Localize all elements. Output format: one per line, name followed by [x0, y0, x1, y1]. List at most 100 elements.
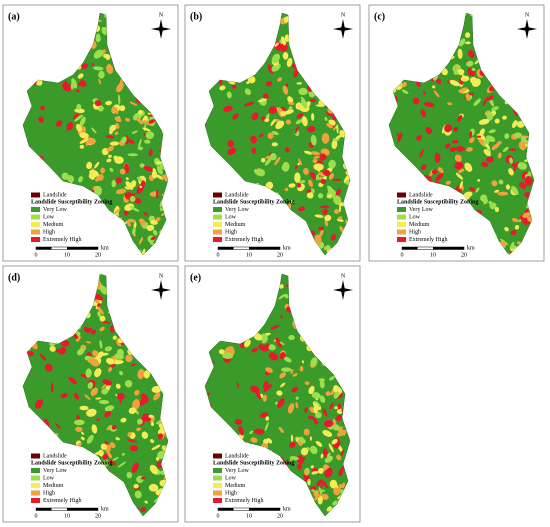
- zone-patch: [138, 138, 142, 148]
- zone-patch: [476, 135, 482, 138]
- zone-patch: [124, 380, 133, 388]
- zone-patch: [136, 116, 143, 125]
- zone-patch: [504, 226, 509, 232]
- zone-patch: [279, 372, 286, 379]
- legend-swatch: [213, 214, 222, 220]
- zone-patch: [465, 41, 471, 45]
- zone-patch: [95, 397, 102, 400]
- zone-patch: [311, 392, 321, 399]
- zone-patch: [139, 163, 145, 168]
- legend-label: Medium: [225, 222, 246, 228]
- zone-patch: [315, 174, 319, 181]
- zone-patch: [318, 467, 324, 474]
- legend-swatch: [213, 490, 222, 496]
- zone-patch: [284, 187, 289, 192]
- zone-patch: [236, 382, 239, 388]
- zone-patch: [86, 161, 93, 170]
- zone-patch: [284, 293, 289, 299]
- zone-patch: [101, 388, 109, 395]
- zone-patch: [325, 245, 331, 251]
- scale-unit: km: [101, 506, 109, 512]
- zone-patch: [128, 407, 137, 414]
- zone-patch: [322, 408, 328, 417]
- zone-patch: [320, 179, 327, 184]
- zone-patch: [311, 470, 319, 475]
- zone-patch: [282, 85, 289, 95]
- zone-patch: [93, 66, 104, 71]
- zone-patch: [432, 85, 436, 89]
- zone-patch: [89, 358, 100, 367]
- zone-patch: [127, 431, 132, 437]
- zone-patch: [505, 184, 511, 190]
- legend-swatch: [31, 453, 40, 459]
- zone-patch: [148, 114, 153, 117]
- zone-patch: [75, 426, 83, 432]
- zone-patch: [108, 366, 113, 373]
- zone-patch: [256, 392, 261, 400]
- zone-patch: [281, 367, 292, 372]
- scale-bar: [67, 247, 98, 250]
- zone-patch: [109, 124, 117, 132]
- zone-patch: [115, 177, 123, 184]
- zone-patch: [119, 105, 126, 112]
- zone-patch: [321, 133, 330, 144]
- zone-patch: [133, 483, 139, 489]
- zone-patch: [115, 383, 121, 389]
- legend-swatch: [31, 475, 40, 481]
- zone-patch: [307, 415, 315, 420]
- zone-patch: [150, 422, 155, 427]
- north-label: N: [341, 273, 346, 279]
- zone-patch: [106, 63, 114, 75]
- zone-patch: [133, 221, 137, 229]
- zone-patch: [98, 70, 105, 79]
- zone-patch: [290, 434, 294, 443]
- scale-tick-label: 10: [246, 513, 252, 519]
- zone-patch: [311, 489, 315, 492]
- zone-patch: [133, 233, 137, 237]
- zone-patch: [86, 434, 94, 444]
- zone-patch: [296, 183, 302, 188]
- zone-patch: [131, 130, 138, 134]
- zone-patch: [114, 116, 122, 123]
- zone-patch: [148, 148, 153, 157]
- legend-title: Landslide Susceptibility Zoning: [31, 460, 112, 466]
- zone-patch: [111, 425, 117, 430]
- zone-patch: [296, 82, 303, 85]
- zone-patch: [295, 396, 299, 400]
- zone-patch: [262, 394, 267, 402]
- zone-patch: [156, 189, 159, 199]
- zone-patch: [243, 101, 255, 107]
- zone-patch: [328, 443, 334, 453]
- zone-patch: [296, 112, 304, 119]
- zone-patch: [97, 19, 102, 23]
- zone-patch: [50, 382, 54, 393]
- zone-patch: [102, 453, 109, 460]
- zone-patch: [519, 182, 527, 189]
- zone-patch: [254, 428, 265, 435]
- zone-patch: [123, 210, 129, 216]
- zone-patch: [497, 152, 502, 159]
- zone-patch: [106, 158, 112, 163]
- zone-patch: [423, 102, 435, 108]
- zone-patch: [457, 68, 465, 76]
- zone-patch: [290, 199, 294, 205]
- zone-patch: [61, 82, 72, 92]
- zone-patch: [277, 398, 285, 408]
- legend-title: Landslide Susceptibility Zoning: [213, 460, 294, 466]
- zone-patch: [324, 116, 328, 122]
- legend-title: Landslide Susceptibility Zoning: [31, 199, 112, 205]
- legend-label: Landslide: [225, 192, 249, 198]
- scale-bar: [249, 247, 280, 250]
- zone-patch: [323, 176, 327, 180]
- zone-patch: [491, 180, 498, 187]
- zone-patch: [498, 179, 504, 185]
- zone-patch: [287, 403, 295, 414]
- zone-patch: [306, 189, 312, 193]
- legend-swatch: [213, 222, 222, 227]
- zone-patch: [129, 206, 140, 212]
- zone-patch: [458, 168, 465, 174]
- zone-patch: [333, 195, 342, 205]
- north-label: N: [525, 12, 530, 18]
- legend-swatch: [397, 229, 406, 235]
- scale-bar: [402, 247, 418, 250]
